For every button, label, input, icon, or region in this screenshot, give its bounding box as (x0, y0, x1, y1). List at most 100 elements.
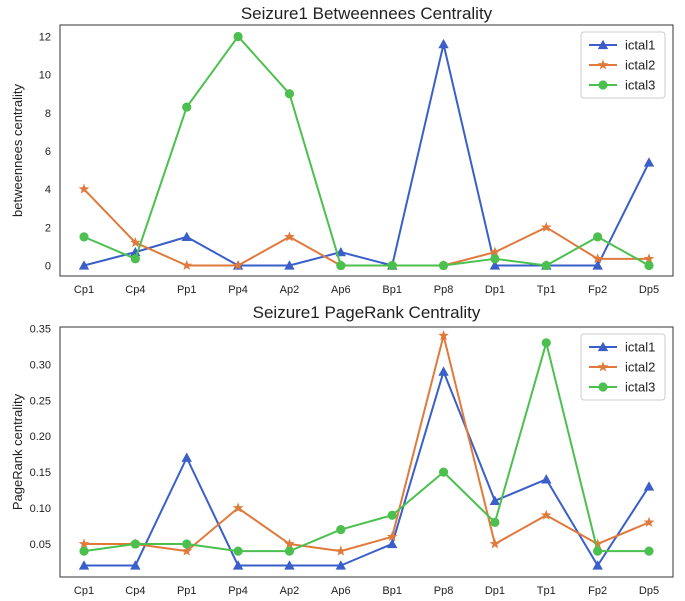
legend-marker (598, 80, 608, 90)
legend-marker (598, 382, 608, 392)
data-point-ictal2 (540, 509, 552, 520)
data-point-ictal3 (79, 546, 89, 556)
data-point-ictal1 (181, 452, 192, 462)
y-tick-label: 12 (39, 31, 51, 43)
data-point-ictal2 (78, 538, 90, 549)
chart-panel-1: Seizure1 Betweennees Centrality 0 2 4 6 8 10 12… (10, 4, 674, 296)
data-point-ictal3 (490, 517, 500, 528)
x-tick-label: Cp1 (74, 585, 94, 596)
x-tick-label: Bp1 (382, 585, 402, 596)
series-ictal3 (79, 31, 654, 271)
data-point-ictal3 (233, 546, 243, 556)
data-point-ictal3 (336, 260, 346, 271)
legend-label: ictal2 (625, 58, 655, 73)
chart-title: Seizure1 PageRank Centrality (253, 303, 481, 322)
y-tick-label: 10 (39, 70, 51, 82)
y-tick-label: 0.30 (30, 359, 51, 371)
data-point-ictal1 (438, 366, 449, 376)
x-tick-label: Dp1 (485, 284, 505, 296)
data-point-ictal2 (232, 259, 244, 271)
data-point-ictal1 (489, 260, 501, 270)
y-tick-label: 0.35 (30, 323, 51, 335)
series-line-ictal3 (83, 341, 649, 553)
data-point-ictal2 (540, 221, 552, 232)
data-point-ictal1 (78, 560, 90, 570)
data-point-ictal1 (284, 560, 295, 570)
x-tick-label: Ap6 (331, 284, 351, 296)
y-tick-label: 8 (45, 108, 51, 120)
series-ictal3 (79, 338, 654, 556)
x-tick-label: Bp1 (382, 284, 402, 296)
data-point-ictal3 (644, 260, 654, 271)
data-point-ictal1 (643, 481, 655, 491)
series-ictal1 (78, 366, 655, 570)
x-tick-label: Tp1 (537, 585, 556, 596)
data-point-ictal3 (233, 31, 243, 42)
data-point-ictal3 (541, 260, 551, 271)
data-point-ictal2 (232, 502, 244, 513)
series-line-ictal3 (83, 35, 650, 267)
legend-label: ictal1 (625, 38, 655, 53)
y-tick-label: 0 (45, 261, 51, 273)
x-tick-label: Pp4 (228, 284, 248, 296)
data-point-ictal3 (284, 546, 295, 556)
series-line-ictal2 (84, 334, 650, 553)
series-ictal1 (78, 38, 655, 270)
y-axis-label: betweennees centrality (10, 84, 25, 217)
y-tick-label: 0.20 (30, 431, 51, 443)
data-point-ictal2 (78, 183, 90, 194)
data-point-ictal2 (592, 253, 603, 264)
data-point-ictal3 (387, 510, 397, 520)
legend-marker (597, 39, 609, 50)
series-ictal2 (78, 183, 655, 271)
legend-label: ictal2 (625, 360, 655, 375)
data-point-ictal2 (386, 531, 398, 542)
x-tick-label: Dp1 (485, 585, 505, 596)
legend-entry-ictal2: ictal2 (589, 58, 655, 73)
legend-label: ictal3 (625, 78, 655, 93)
y-tick-label: 0.25 (30, 395, 51, 407)
plot-frame (59, 24, 674, 277)
x-tick-label: Dp5 (639, 284, 659, 296)
data-point-ictal2 (284, 231, 295, 242)
data-point-ictal2 (130, 237, 141, 248)
data-point-ictal3 (387, 260, 397, 271)
data-point-ictal3 (284, 89, 295, 99)
data-point-ictal2 (489, 538, 501, 549)
data-point-ictal3 (438, 467, 449, 477)
y-tick-label: 0.15 (30, 467, 51, 479)
legend-label: ictal3 (625, 380, 655, 395)
legend-marker (597, 341, 609, 352)
data-point-ictal2 (489, 246, 501, 257)
data-point-ictal3 (593, 232, 603, 242)
data-point-ictal3 (182, 539, 192, 549)
legend-entry-ictal3: ictal3 (589, 380, 655, 395)
legend: ictal1 ictal2 ictal3 (580, 31, 666, 99)
x-tick-label: Pp1 (177, 585, 197, 596)
data-point-ictal3 (593, 546, 603, 556)
data-point-ictal3 (438, 260, 449, 271)
data-point-ictal1 (489, 495, 501, 506)
y-tick-label: 0.10 (30, 503, 51, 515)
data-point-ictal3 (490, 254, 500, 264)
x-tick-label: Ap6 (331, 585, 351, 596)
data-point-ictal2 (643, 516, 655, 527)
data-point-ictal1 (335, 560, 347, 570)
x-tick-label: Fp2 (588, 284, 607, 296)
data-point-ictal1 (181, 231, 192, 242)
chart-title: Seizure1 Betweennees Centrality (241, 4, 493, 23)
x-tick-label: Ap2 (280, 585, 300, 596)
legend-entry-ictal2: ictal2 (589, 360, 655, 375)
series-line-ictal1 (83, 43, 650, 267)
legend: ictal1 ictal2 ictal3 (580, 333, 666, 401)
data-point-ictal1 (541, 474, 552, 484)
data-point-ictal2 (181, 259, 193, 271)
series-line-ictal1 (84, 370, 650, 567)
series-line-ictal2 (83, 188, 649, 267)
data-point-ictal2 (643, 253, 655, 264)
data-point-ictal1 (438, 38, 449, 49)
data-point-ictal3 (541, 338, 551, 348)
legend-entry-ictal3: ictal3 (589, 78, 655, 93)
data-point-ictal3 (130, 254, 140, 264)
